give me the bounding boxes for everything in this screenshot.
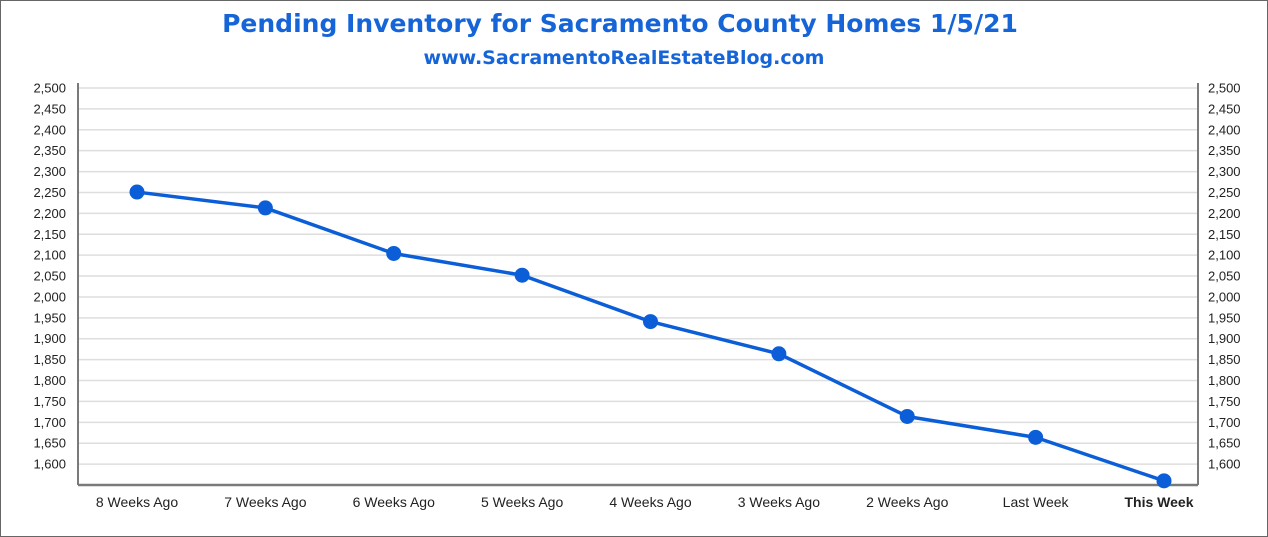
x-tick-label: 4 Weeks Ago <box>609 494 691 510</box>
y-tick-label-right: 2,450 <box>1208 101 1241 116</box>
y-tick-label-left: 2,300 <box>33 164 66 179</box>
y-tick-label-left: 2,100 <box>33 248 66 263</box>
y-tick-label-left: 2,250 <box>33 185 66 200</box>
data-point <box>1156 473 1172 489</box>
data-point <box>899 408 915 424</box>
y-tick-label-left: 2,000 <box>33 289 66 304</box>
y-tick-label-right: 1,600 <box>1208 457 1241 472</box>
y-tick-label-right: 2,100 <box>1208 248 1241 263</box>
x-tick-label: Last Week <box>1003 494 1070 510</box>
y-tick-label-right: 2,300 <box>1208 164 1241 179</box>
y-tick-label-right: 2,150 <box>1208 227 1241 242</box>
y-tick-label-right: 1,850 <box>1208 352 1241 367</box>
x-tick-label: 8 Weeks Ago <box>96 494 178 510</box>
y-tick-label-left: 2,450 <box>33 101 66 116</box>
y-tick-label-left: 1,750 <box>33 394 66 409</box>
x-tick-label: 6 Weeks Ago <box>353 494 435 510</box>
axes <box>77 83 1199 487</box>
y-tick-label-right: 1,700 <box>1208 415 1241 430</box>
x-tick-label: 7 Weeks Ago <box>224 494 306 510</box>
data-point <box>771 346 787 362</box>
x-tick-label: 5 Weeks Ago <box>481 494 563 510</box>
y-tick-label-left: 2,350 <box>33 143 66 158</box>
x-tick-label: This Week <box>1125 494 1194 510</box>
y-tick-label-left: 1,950 <box>33 310 66 325</box>
series-layer <box>129 184 1172 489</box>
y-tick-label-right: 2,250 <box>1208 185 1241 200</box>
y-tick-label-left: 1,600 <box>33 457 66 472</box>
y-tick-label-right: 1,750 <box>1208 394 1241 409</box>
y-tick-label-right: 2,000 <box>1208 289 1241 304</box>
y-tick-label-left: 2,150 <box>33 227 66 242</box>
y-tick-label-right: 2,200 <box>1208 206 1241 221</box>
y-tick-label-right: 1,900 <box>1208 331 1241 346</box>
data-point <box>1028 429 1044 445</box>
data-point <box>386 245 402 261</box>
y-tick-label-left: 2,500 <box>33 81 66 96</box>
y-tick-labels: 1,600 1,600 1,650 1,650 1,700 1,700 1,750 1,750… <box>33 81 1240 472</box>
y-tick-label-left: 2,050 <box>33 269 66 284</box>
chart-title: Pending Inventory for Sacramento County … <box>222 9 1018 38</box>
gridlines <box>78 87 1198 465</box>
y-tick-label-left: 2,200 <box>33 206 66 221</box>
data-point <box>514 267 530 283</box>
y-tick-label-right: 1,800 <box>1208 373 1241 388</box>
x-tick-labels: 8 Weeks Ago 7 Weeks Ago 6 Weeks Ago 5 Weeks… <box>96 494 1194 510</box>
data-point <box>257 200 273 216</box>
y-tick-label-left: 1,700 <box>33 415 66 430</box>
x-tick-label: 2 Weeks Ago <box>866 494 948 510</box>
y-tick-label-right: 2,050 <box>1208 269 1241 284</box>
y-tick-label-left: 1,900 <box>33 331 66 346</box>
y-tick-label-right: 2,350 <box>1208 143 1241 158</box>
data-point <box>129 184 145 200</box>
y-tick-label-right: 2,500 <box>1208 81 1241 96</box>
y-tick-label-left: 1,650 <box>33 436 66 451</box>
chart-subtitle: www.SacramentoRealEstateBlog.com <box>424 47 825 69</box>
y-tick-label-right: 1,950 <box>1208 310 1241 325</box>
y-tick-label-left: 1,800 <box>33 373 66 388</box>
y-tick-label-left: 2,400 <box>33 122 66 137</box>
y-tick-label-left: 1,850 <box>33 352 66 367</box>
y-tick-label-right: 2,400 <box>1208 122 1241 137</box>
y-tick-label-right: 1,650 <box>1208 436 1241 451</box>
data-point <box>643 314 658 330</box>
x-tick-label: 3 Weeks Ago <box>738 494 820 510</box>
